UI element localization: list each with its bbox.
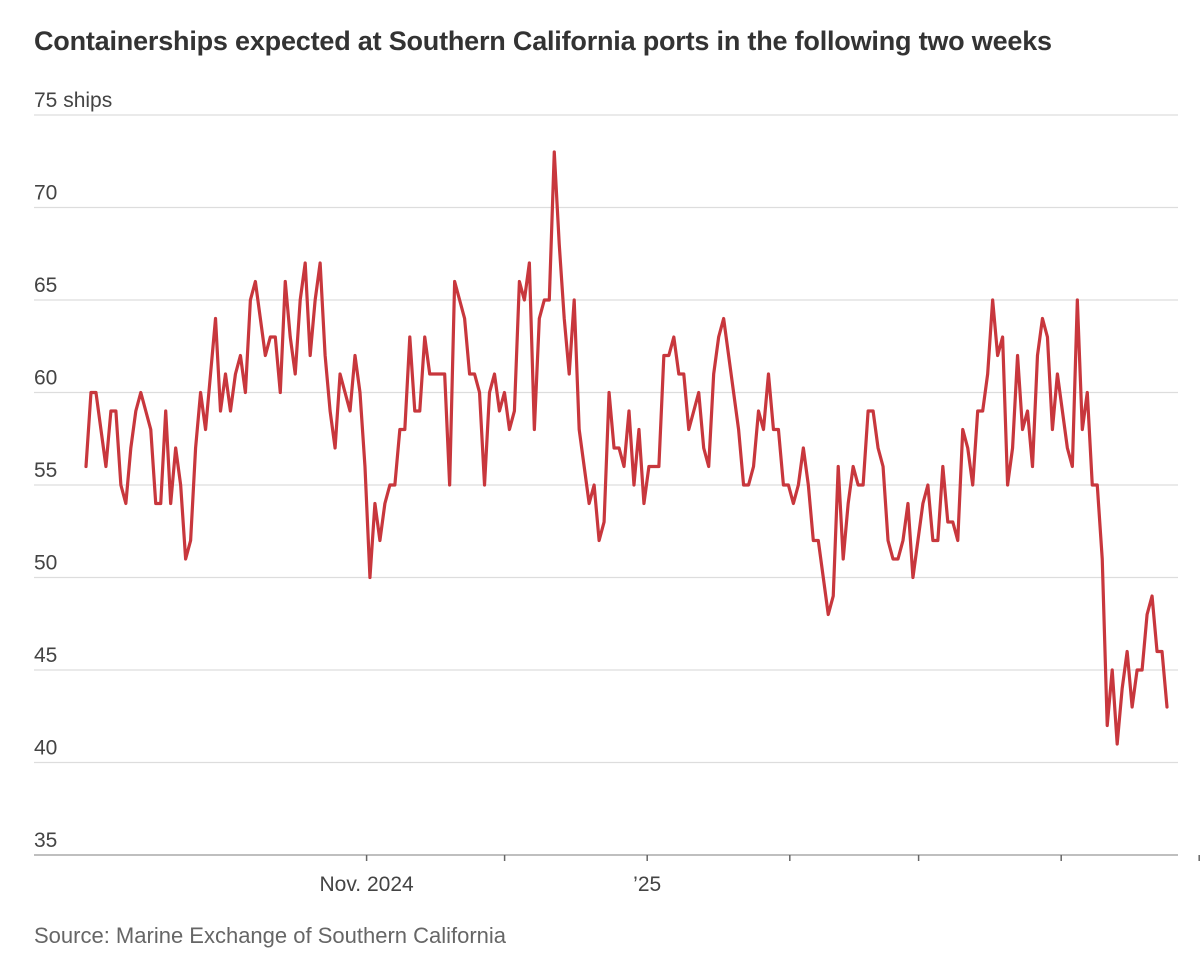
series-line [84, 150, 1169, 746]
y-tick-label: 65 [34, 274, 57, 297]
x-tick-label: Nov. 2024 [320, 873, 414, 896]
y-tick-label: 75 ships [34, 89, 112, 112]
y-tick-label: 70 [34, 182, 57, 205]
x-tick-label: ’25 [633, 873, 661, 896]
source-note: Source: Marine Exchange of Southern Cali… [34, 923, 507, 948]
y-tick-label: 60 [34, 367, 57, 390]
y-tick-label: 55 [34, 459, 57, 482]
series-lines [84, 150, 1169, 746]
gridlines [34, 114, 1178, 856]
y-tick-label: 50 [34, 552, 57, 575]
y-tick-label: 40 [34, 737, 57, 760]
y-tick-label: 45 [34, 644, 57, 667]
y-tick-label: 35 [34, 829, 57, 852]
chart-title: Containerships expected at Southern Cali… [34, 26, 1052, 56]
x-axis: Nov. 2024 ’25 [320, 855, 1200, 896]
y-axis-labels: 75 ships 70 65 60 55 50 45 40 35 [34, 89, 112, 852]
